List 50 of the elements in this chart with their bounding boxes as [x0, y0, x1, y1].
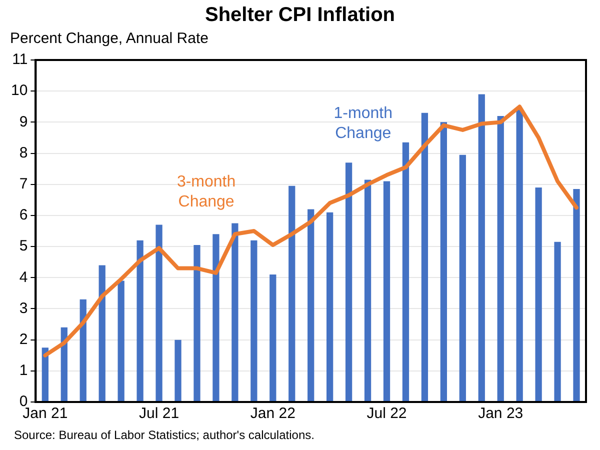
- x-tick-label: Jan 23: [478, 405, 524, 422]
- bar: [98, 265, 106, 402]
- bar: [156, 224, 162, 402]
- bar: [402, 142, 410, 402]
- y-tick-label: 10: [10, 82, 28, 100]
- bar: [80, 299, 86, 402]
- bar: [60, 327, 68, 402]
- bar: [345, 162, 352, 402]
- bar: [326, 212, 334, 402]
- y-tick-label: 9: [19, 113, 28, 130]
- bar: [573, 189, 580, 402]
- bar: [118, 280, 124, 402]
- y-tick-label: 3: [19, 300, 28, 317]
- bar: [232, 223, 238, 402]
- bar: [497, 116, 504, 402]
- x-tick-label: Jul 22: [366, 405, 407, 422]
- bar: [535, 187, 542, 402]
- bar: [364, 180, 372, 402]
- series-label: 1-month Change: [334, 105, 392, 142]
- y-tick-label: 11: [12, 51, 28, 68]
- bar: [194, 244, 200, 402]
- bar: [421, 112, 428, 402]
- bar: [270, 274, 276, 402]
- bar: [136, 240, 144, 402]
- bar: [478, 94, 485, 402]
- bar: [459, 154, 466, 402]
- bar: [308, 209, 314, 402]
- x-tick-label: Jul 21: [139, 405, 180, 422]
- bar: [174, 340, 182, 402]
- bar: [383, 181, 390, 402]
- x-tick-label: Jan 22: [250, 405, 296, 422]
- bar: [42, 348, 48, 402]
- y-tick-label: 6: [19, 206, 28, 224]
- bar: [554, 242, 561, 402]
- y-tick-label: 7: [19, 176, 28, 193]
- y-tick-label: 5: [19, 238, 28, 255]
- y-tick-label: 8: [19, 144, 28, 162]
- chart-title: Shelter CPI Inflation: [204, 4, 396, 27]
- bar: [212, 234, 220, 402]
- bar: [516, 110, 523, 402]
- x-tick-label: Jan 21: [22, 405, 68, 422]
- series-label: 3-month Change: [176, 174, 236, 211]
- y-tick-label: 2: [19, 330, 28, 348]
- y-tick-label: 4: [19, 268, 28, 286]
- bar: [250, 240, 258, 402]
- y-tick-label: 1: [19, 362, 28, 380]
- bar: [288, 186, 296, 402]
- bar: [440, 122, 447, 402]
- source-note: Source: Bureau of Labor Statistics; author's calculations.: [14, 428, 314, 442]
- y-axis-title: Percent Change, Annual Rate: [10, 30, 208, 47]
